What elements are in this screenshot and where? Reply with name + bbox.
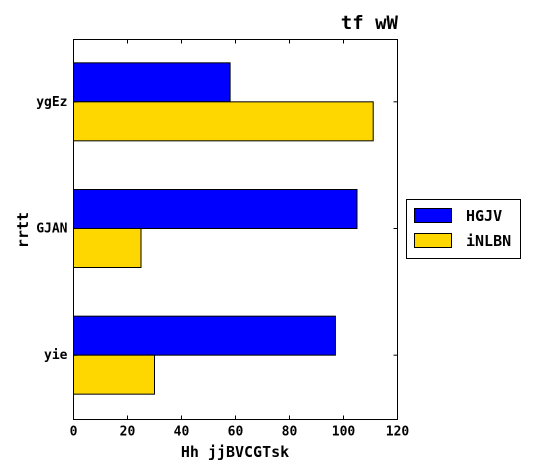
x-tick-label: 100 xyxy=(332,425,356,440)
x-axis-label: Hh jjBVCGTsk xyxy=(181,443,289,461)
x-tick-label: 60 xyxy=(228,425,244,440)
legend-swatch-inlbn xyxy=(414,233,452,248)
bar-hgjv-gjan xyxy=(73,189,358,229)
bar-hgjv-yie xyxy=(73,315,336,356)
y-axis-label: rrtt xyxy=(14,212,32,248)
x-tick-label: 40 xyxy=(174,425,190,440)
bar-inlbn-yie xyxy=(73,354,155,395)
x-tick-label: 20 xyxy=(120,425,136,440)
legend-label-inlbn: iNLBN xyxy=(466,232,511,250)
y-tick-label: GJAN xyxy=(36,222,67,237)
bar-hgjv-ygez xyxy=(73,62,231,103)
bar-inlbn-ygez xyxy=(73,101,374,142)
legend-label-hgjv: HGJV xyxy=(466,207,502,225)
y-tick-label: ygEz xyxy=(36,95,67,110)
x-tick-label: 0 xyxy=(70,425,78,440)
ticks-layer: ygEz GJAN yie 0 20 40 60 80 100 120 xyxy=(36,39,410,440)
x-tick-label: 120 xyxy=(386,425,410,440)
chart-title: tf wW xyxy=(341,12,399,34)
legend: HGJV iNLBN xyxy=(406,199,521,259)
y-tick-label: yie xyxy=(44,348,68,363)
bar-inlbn-gjan xyxy=(73,228,142,268)
legend-swatch-hgjv xyxy=(414,208,452,223)
x-tick-label: 80 xyxy=(282,425,298,440)
bars-layer xyxy=(73,62,374,395)
